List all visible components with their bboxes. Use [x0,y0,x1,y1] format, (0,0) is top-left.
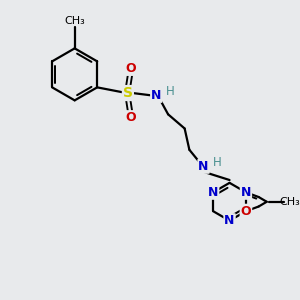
Text: N: N [224,214,235,227]
Text: S: S [123,86,133,100]
Text: N: N [151,89,161,102]
Text: H: H [166,85,175,98]
Text: O: O [241,205,251,218]
Text: CH₃: CH₃ [64,16,85,26]
Text: O: O [125,62,136,75]
Text: CH₃: CH₃ [280,197,300,207]
Text: O: O [125,111,136,124]
Text: N: N [208,186,218,199]
Text: H: H [213,156,222,169]
Text: N: N [241,186,251,199]
Text: N: N [198,160,209,173]
